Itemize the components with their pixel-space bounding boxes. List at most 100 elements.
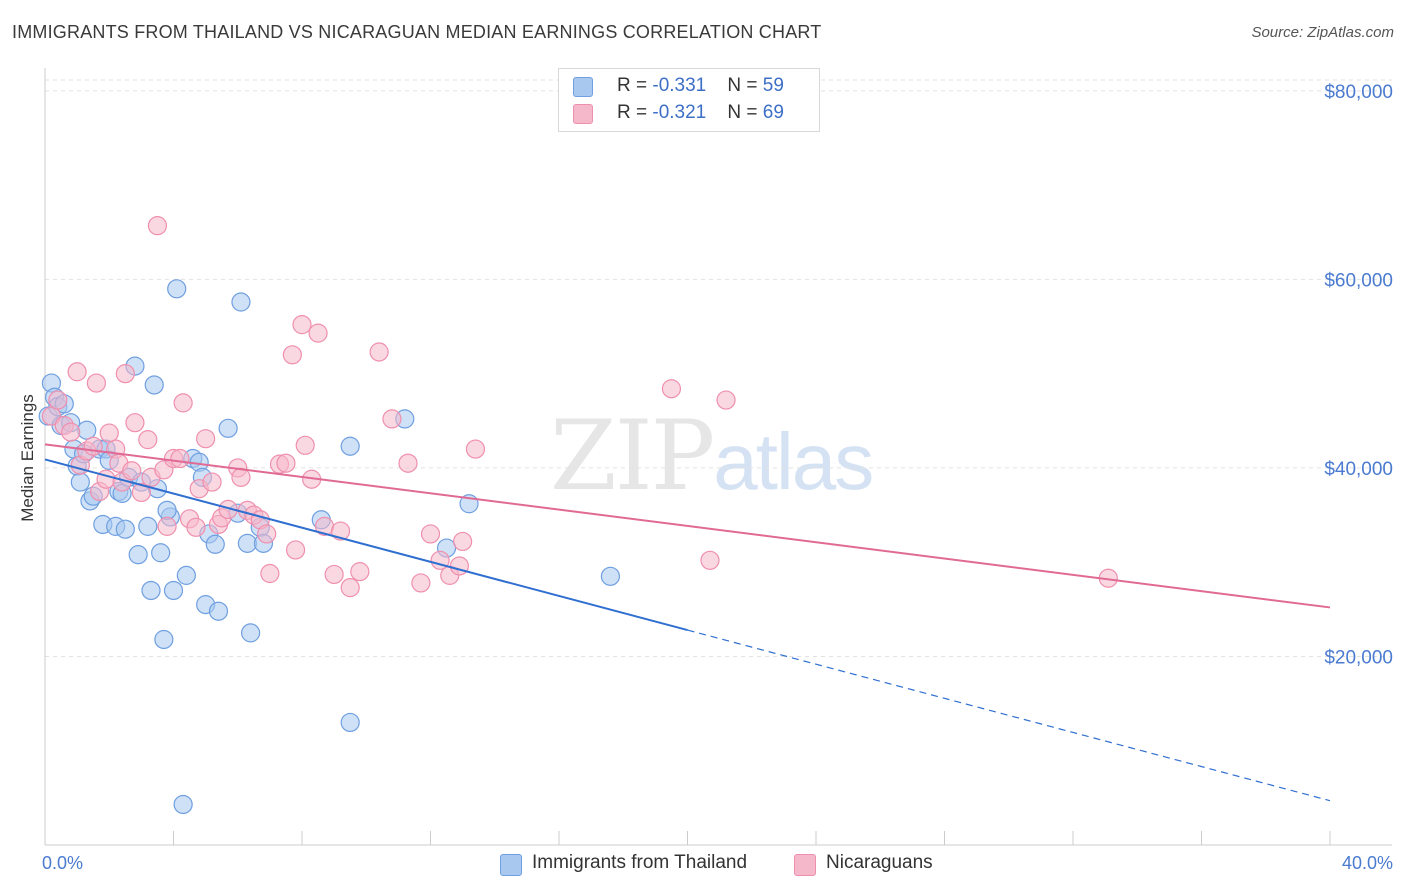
- point-nicaraguans: [260, 563, 280, 584]
- point-thailand: [70, 472, 90, 492]
- legend-swatch-nicaraguans: [573, 104, 593, 124]
- point-thailand: [208, 601, 229, 621]
- point-thailand: [154, 629, 174, 650]
- point-nicaraguans: [61, 422, 81, 442]
- point-nicaraguans: [282, 345, 302, 365]
- point-nicaraguans: [147, 216, 168, 236]
- point-nicaraguans: [218, 499, 238, 520]
- bottom-legend-thailand: Immigrants from Thailand: [532, 852, 748, 873]
- point-thailand: [340, 712, 360, 733]
- point-nicaraguans: [276, 453, 296, 473]
- point-nicaraguans: [196, 429, 216, 449]
- point-nicaraguans: [131, 482, 151, 503]
- point-thailand: [141, 580, 161, 601]
- point-nicaraguans: [324, 564, 344, 585]
- y-tick-label: $40,000: [1324, 459, 1393, 480]
- trendline-nicaraguans: [44, 443, 1331, 609]
- point-nicaraguans: [138, 430, 158, 450]
- point-nicaraguans: [716, 390, 736, 410]
- point-nicaraguans: [83, 436, 103, 456]
- point-nicaraguans: [202, 472, 222, 492]
- watermark-atlas: atlas: [713, 417, 874, 506]
- point-nicaraguans: [231, 467, 251, 487]
- point-nicaraguans: [700, 550, 720, 570]
- x-tick-label-min: 0.0%: [42, 853, 83, 873]
- point-thailand: [151, 543, 171, 563]
- bottom-legend-swatch-thailand: [500, 854, 522, 876]
- legend-row-thailand: R = -0.331 N = 59: [617, 75, 784, 97]
- point-thailand: [115, 519, 135, 539]
- trendline-thailand-extrapolated: [687, 629, 1331, 802]
- point-nicaraguans: [170, 448, 190, 469]
- x-tick-label-max: 40.0%: [1342, 853, 1393, 873]
- point-nicaraguans: [449, 556, 470, 576]
- point-thailand: [176, 565, 196, 585]
- point-nicaraguans: [308, 323, 328, 343]
- point-nicaraguans: [115, 364, 135, 384]
- chart-title: IMMIGRANTS FROM THAILAND VS NICARAGUAN M…: [12, 22, 822, 42]
- trend-lines: [44, 443, 1331, 802]
- y-tick-label: $20,000: [1324, 647, 1393, 668]
- legend-n-label: N =: [727, 102, 763, 123]
- point-thailand: [77, 420, 97, 440]
- legend-n-label: N =: [727, 75, 763, 96]
- point-nicaraguans: [157, 516, 177, 536]
- point-nicaraguans: [48, 390, 68, 410]
- point-nicaraguans: [67, 362, 87, 382]
- axes: [44, 68, 1392, 846]
- point-nicaraguans: [173, 393, 193, 413]
- point-thailand: [157, 500, 177, 520]
- axis-labels: $20,000 $40,000 $60,000 $80,000 0.0% 40.0% Med…: [18, 82, 1393, 873]
- point-thailand: [600, 566, 621, 586]
- point-nicaraguans: [125, 413, 145, 433]
- watermark: ZIPatlas: [550, 400, 874, 512]
- point-nicaraguans: [453, 531, 473, 552]
- point-nicaraguans: [292, 315, 312, 335]
- chart-source: Source: ZipAtlas.com: [1251, 24, 1394, 41]
- point-thailand: [241, 623, 261, 643]
- legend-r-label: R =: [617, 75, 653, 96]
- point-nicaraguans: [465, 439, 486, 459]
- y-tick-label: $80,000: [1324, 82, 1393, 103]
- point-nicaraguans: [661, 379, 682, 399]
- point-nicaraguans: [411, 573, 431, 593]
- point-nicaraguans: [398, 453, 418, 473]
- bottom-legend-swatch-nicaraguans: [794, 854, 816, 876]
- correlation-legend: R = -0.331 N = 59 R = -0.321 N = 69: [558, 68, 820, 132]
- legend-n-value: 69: [762, 102, 784, 123]
- legend-n-value: 59: [762, 75, 784, 96]
- point-nicaraguans: [186, 517, 206, 537]
- grid-lines: [45, 79, 1392, 657]
- point-thailand: [231, 292, 251, 312]
- point-thailand: [218, 418, 238, 438]
- point-nicaraguans: [122, 461, 142, 481]
- point-nicaraguans: [382, 409, 402, 429]
- point-nicaraguans: [285, 540, 306, 560]
- data-points: [38, 216, 1118, 815]
- bottom-legend-nicaraguans: Nicaraguans: [826, 852, 933, 873]
- watermark-zip: ZIP: [550, 400, 715, 512]
- y-axis-label: Median Earnings: [18, 394, 37, 522]
- point-nicaraguans: [420, 524, 441, 544]
- point-thailand: [205, 534, 225, 554]
- point-nicaraguans: [330, 521, 351, 541]
- legend-r-value: -0.331: [652, 75, 707, 96]
- point-nicaraguans: [86, 373, 107, 393]
- point-thailand: [173, 794, 193, 815]
- legend-row-nicaraguans: R = -0.321 N = 69: [617, 102, 784, 124]
- point-nicaraguans: [350, 562, 370, 582]
- point-nicaraguans: [295, 435, 315, 455]
- point-nicaraguans: [340, 578, 360, 598]
- point-nicaraguans: [369, 342, 389, 362]
- point-thailand: [237, 533, 257, 553]
- point-thailand: [144, 375, 164, 395]
- point-thailand: [167, 279, 187, 299]
- point-nicaraguans: [96, 469, 116, 489]
- legend-r-label: R =: [617, 102, 653, 123]
- legend-r-value: -0.321: [652, 102, 707, 123]
- point-nicaraguans: [257, 524, 277, 544]
- trendline-thailand: [44, 458, 688, 632]
- point-nicaraguans: [99, 423, 119, 443]
- point-thailand: [138, 516, 158, 536]
